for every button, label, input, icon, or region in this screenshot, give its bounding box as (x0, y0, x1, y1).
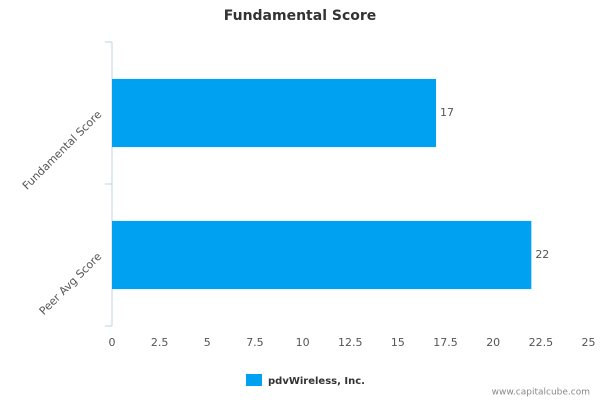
legend-label: pdvWireless, Inc. (268, 376, 365, 387)
legend-swatch (246, 374, 262, 386)
watermark: www.capitalcube.com (492, 388, 590, 398)
bar (112, 220, 532, 290)
x-tick-label: 15 (391, 336, 405, 349)
x-tick-label: 2.5 (151, 336, 169, 349)
x-tick-label: 0 (109, 336, 116, 349)
data-label: 22 (535, 248, 549, 261)
x-tick-label: 17.5 (433, 336, 458, 349)
y-tick-label: Fundamental Score (20, 108, 104, 192)
bar (112, 78, 437, 148)
x-tick-label: 22.5 (529, 336, 554, 349)
x-tick-label: 25 (582, 336, 596, 349)
data-label: 17 (440, 106, 454, 119)
x-tick-label: 10 (296, 336, 310, 349)
x-tick-label: 5 (204, 336, 211, 349)
x-tick-label: 12.5 (338, 336, 363, 349)
x-tick-label: 7.5 (246, 336, 264, 349)
x-tick-label: 20 (486, 336, 500, 349)
y-tick-label: Peer Avg Score (37, 250, 105, 318)
chart-title: Fundamental Score (224, 8, 377, 24)
